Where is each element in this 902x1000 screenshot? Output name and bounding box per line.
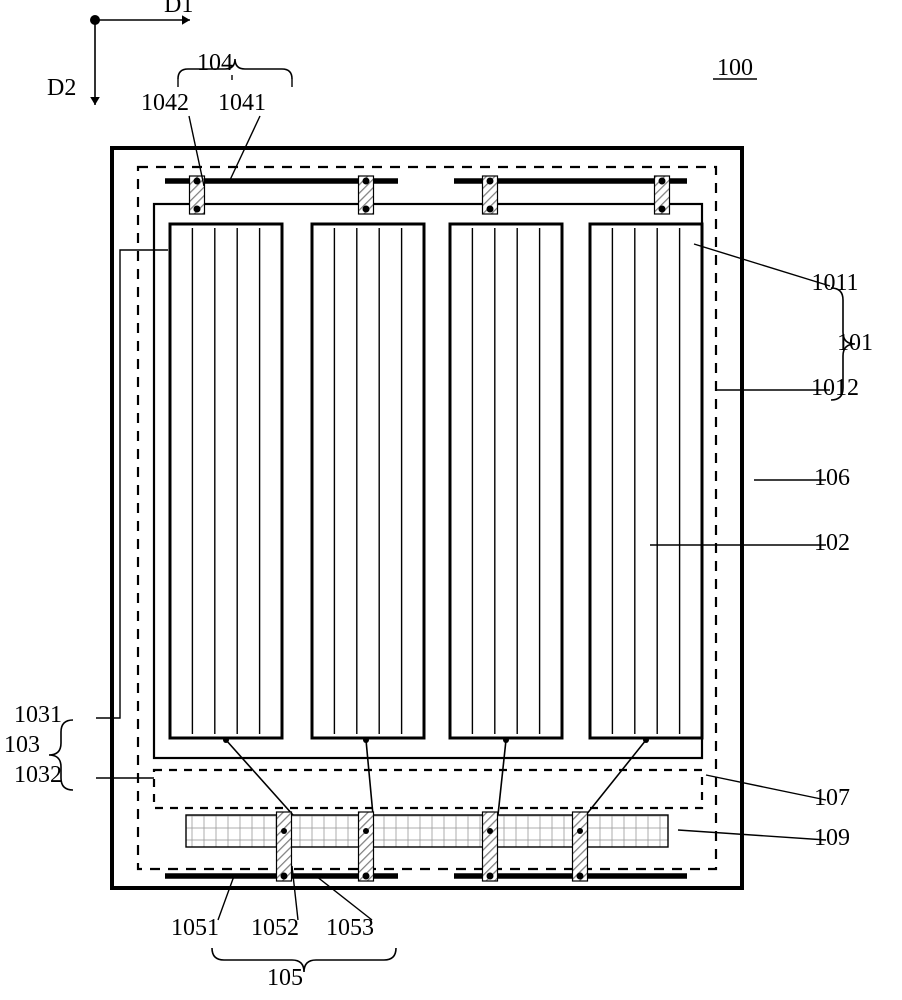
label-1032: 1032 bbox=[14, 762, 62, 788]
label-109: 109 bbox=[814, 825, 850, 851]
leader-1053 bbox=[316, 876, 372, 920]
bar-group bbox=[450, 224, 562, 738]
label-1031: 1031 bbox=[14, 702, 62, 728]
bar-group bbox=[312, 224, 424, 738]
bar-array bbox=[170, 224, 702, 738]
label-1053: 1053 bbox=[326, 915, 374, 941]
label-106: 106 bbox=[814, 465, 850, 491]
label-105: 105 bbox=[267, 965, 303, 991]
grid-strip bbox=[186, 815, 668, 847]
leader-1051 bbox=[218, 876, 234, 920]
leader-107 bbox=[706, 775, 826, 800]
label-1012: 1012 bbox=[811, 375, 859, 401]
bottom-via bbox=[573, 812, 588, 881]
fanout-line bbox=[498, 740, 506, 815]
bottom-via bbox=[359, 812, 374, 881]
label-103: 103 bbox=[4, 732, 40, 758]
top-bus-group bbox=[165, 176, 687, 214]
axis-d1-label: D1 bbox=[164, 0, 193, 18]
bottom-via bbox=[483, 812, 498, 881]
bottom-dashed-zone bbox=[154, 770, 702, 808]
bar-group bbox=[170, 224, 282, 738]
label-102: 102 bbox=[814, 530, 850, 556]
label-1052: 1052 bbox=[251, 915, 299, 941]
label-1042: 1042 bbox=[141, 90, 189, 116]
bottom-via bbox=[277, 812, 292, 881]
bar-group bbox=[590, 224, 702, 738]
axis-d2-label: D2 bbox=[47, 75, 76, 101]
label-1011: 1011 bbox=[811, 270, 858, 296]
label-101: 101 bbox=[837, 330, 873, 356]
leader-109 bbox=[678, 830, 826, 840]
leader-1011 bbox=[694, 244, 830, 286]
fanout-line bbox=[586, 740, 646, 815]
label-1051: 1051 bbox=[171, 915, 219, 941]
label-107: 107 bbox=[814, 785, 850, 811]
fanout-line bbox=[226, 740, 293, 815]
fanout-line bbox=[366, 740, 373, 815]
figure-ref: 100 bbox=[717, 55, 753, 81]
label-104: 104 bbox=[197, 50, 233, 76]
label-1041: 1041 bbox=[218, 90, 266, 116]
